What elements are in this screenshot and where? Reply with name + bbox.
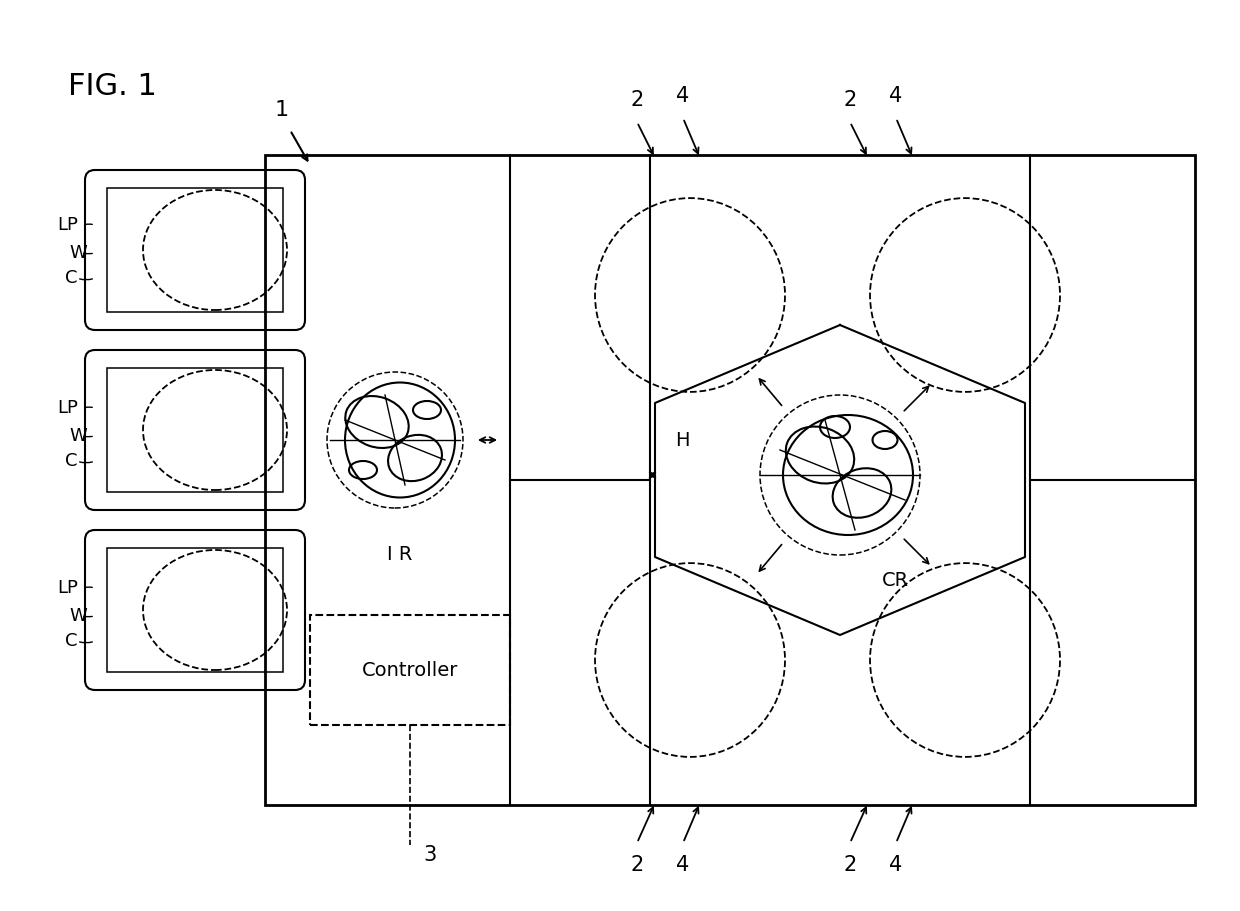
Text: 4: 4 [676, 86, 689, 106]
Text: 1: 1 [275, 100, 289, 120]
Text: W: W [69, 244, 87, 262]
Text: LP: LP [57, 579, 78, 597]
Text: W: W [69, 607, 87, 625]
Bar [310, 615, 510, 725]
Text: W: W [69, 427, 87, 445]
Text: FIG. 1: FIG. 1 [68, 72, 157, 101]
Text: LP: LP [57, 216, 78, 234]
Bar [107, 548, 283, 672]
Text: 2: 2 [843, 855, 857, 875]
Text: C: C [64, 632, 77, 650]
Text: 4: 4 [889, 855, 903, 875]
Text: H: H [675, 431, 689, 449]
Text: 2: 2 [630, 855, 644, 875]
Text: I R: I R [387, 546, 413, 565]
Text: LP: LP [57, 399, 78, 417]
Bar [107, 368, 283, 492]
Text: 4: 4 [889, 86, 903, 106]
Text: 3: 3 [423, 845, 436, 865]
Text: C: C [64, 452, 77, 470]
Bar [107, 188, 283, 312]
Bar [265, 155, 1195, 805]
Text: 4: 4 [676, 855, 689, 875]
Text: 2: 2 [630, 90, 644, 110]
Text: 2: 2 [843, 90, 857, 110]
Text: CR: CR [882, 570, 909, 589]
Text: C: C [64, 269, 77, 287]
Text: Controller: Controller [362, 660, 459, 680]
